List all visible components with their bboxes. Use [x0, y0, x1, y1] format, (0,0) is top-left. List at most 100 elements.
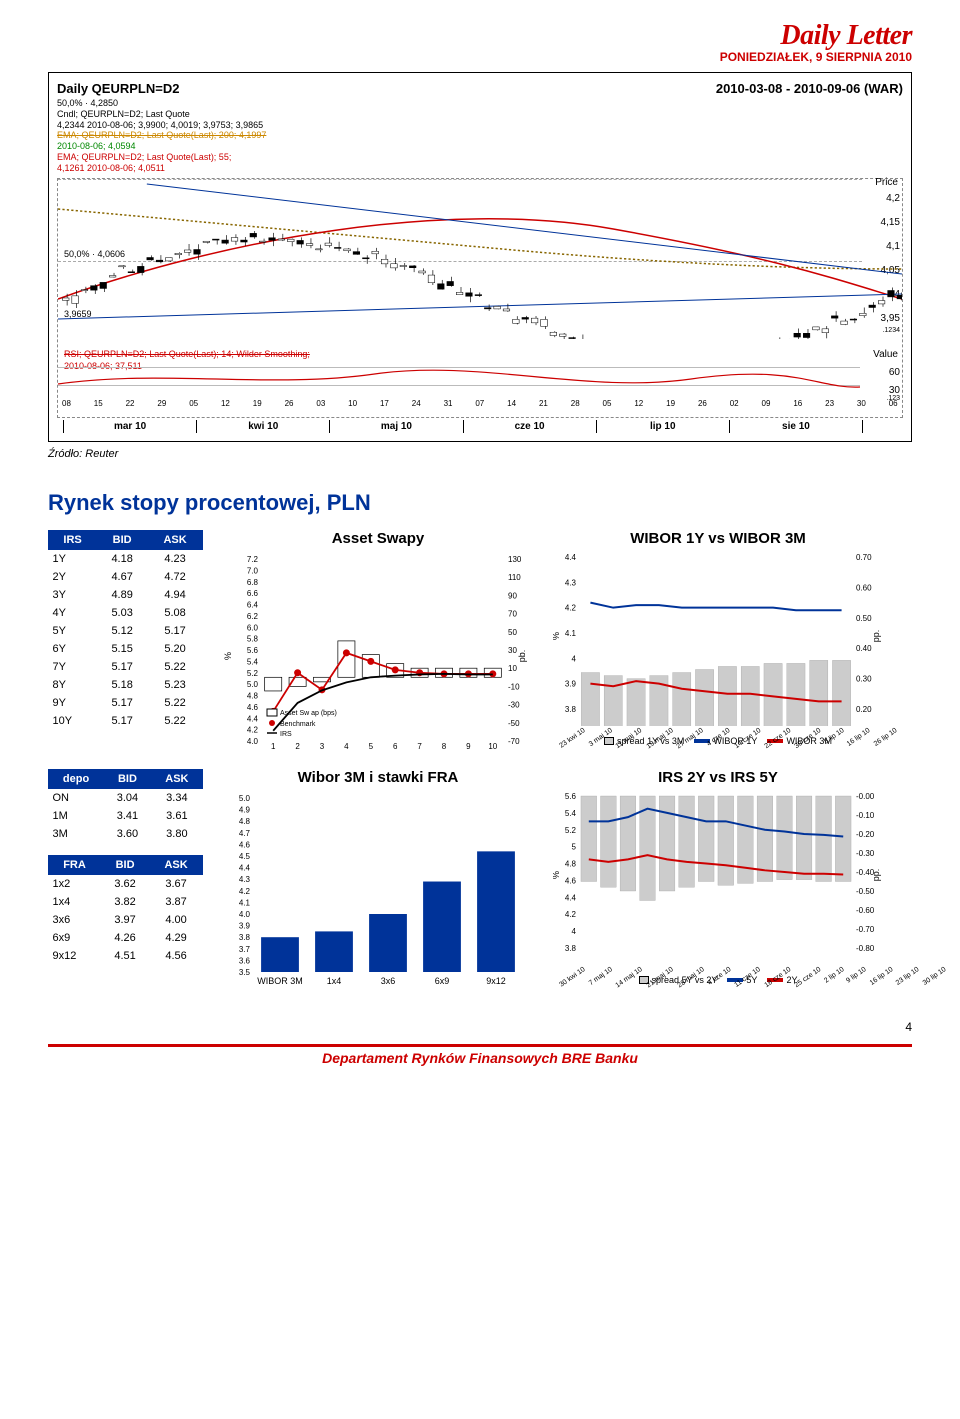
svg-text:6.2: 6.2: [247, 611, 259, 620]
svg-text:-0.20: -0.20: [856, 830, 875, 839]
svg-text:-10: -10: [508, 682, 520, 691]
svg-text:4.8: 4.8: [565, 859, 577, 868]
main-price-chart: Daily QEURPLN=D2 2010-03-08 - 2010-09-06…: [48, 72, 912, 442]
svg-text:6.0: 6.0: [247, 623, 259, 632]
svg-text:IRS: IRS: [280, 731, 292, 738]
svg-text:-0.10: -0.10: [856, 811, 875, 820]
svg-text:110: 110: [508, 573, 521, 582]
svg-text:4: 4: [344, 742, 349, 751]
svg-text:3: 3: [320, 742, 325, 751]
svg-text:4.2: 4.2: [565, 910, 577, 919]
mainchart-title-left: Daily QEURPLN=D2: [57, 81, 179, 96]
wibor-1y-3m-chart: WIBOR 1Y vs WIBOR 3M 3.83.944.14.24.34.4…: [553, 530, 883, 746]
svg-text:7.0: 7.0: [247, 566, 259, 575]
svg-text:-30: -30: [508, 700, 520, 709]
tables-stack: depoBIDASK ON3.043.341M3.413.613M3.603.8…: [48, 769, 203, 965]
svg-text:5.0: 5.0: [239, 794, 251, 803]
wibor-fra-chart: Wibor 3M i stawki FRA 3.53.63.73.83.94.0…: [223, 769, 533, 990]
svg-text:4.9: 4.9: [239, 805, 251, 814]
svg-text:pp.: pp.: [871, 868, 881, 881]
svg-text:7.2: 7.2: [247, 555, 259, 564]
svg-text:-0.60: -0.60: [856, 906, 875, 915]
svg-text:-0.00: -0.00: [856, 792, 875, 801]
svg-text:8: 8: [442, 742, 447, 751]
svg-text:5.4: 5.4: [565, 808, 577, 817]
svg-text:3x6: 3x6: [381, 976, 396, 986]
svg-text:1x4: 1x4: [327, 976, 342, 986]
svg-text:4.0: 4.0: [239, 910, 251, 919]
svg-text:4.6: 4.6: [239, 840, 251, 849]
svg-text:3.7: 3.7: [239, 944, 251, 953]
svg-text:4.5: 4.5: [239, 852, 251, 861]
svg-text:4.1: 4.1: [565, 629, 577, 638]
page-number: 4: [48, 1020, 912, 1034]
svg-text:5.2: 5.2: [565, 825, 577, 834]
svg-text:5.4: 5.4: [247, 657, 259, 666]
depo-table: depoBIDASK ON3.043.341M3.413.613M3.603.8…: [48, 769, 203, 843]
svg-text:130: 130: [508, 555, 522, 564]
svg-text:%: %: [553, 632, 561, 640]
svg-text:4.7: 4.7: [239, 828, 251, 837]
svg-text:4: 4: [572, 927, 577, 936]
irs-table: IRSBIDASK 1Y4.184.232Y4.674.723Y4.894.94…: [48, 530, 203, 730]
footer-text: Departament Rynków Finansowych BRE Banku: [48, 1050, 912, 1066]
svg-text:6.6: 6.6: [247, 589, 259, 598]
svg-text:3.8: 3.8: [239, 933, 251, 942]
svg-text:3.5: 3.5: [239, 968, 251, 977]
svg-text:%: %: [553, 871, 561, 879]
svg-text:5: 5: [369, 742, 374, 751]
page-header: Daily Letter PONIEDZIAŁEK, 9 SIERPNIA 20…: [48, 20, 912, 64]
svg-text:70: 70: [508, 609, 517, 618]
svg-text:Benchmark: Benchmark: [280, 721, 316, 728]
svg-text:4.4: 4.4: [247, 714, 259, 723]
svg-text:4.4: 4.4: [565, 553, 577, 562]
svg-text:4.2: 4.2: [565, 603, 577, 612]
svg-text:-70: -70: [508, 737, 520, 746]
mainchart-title-right: 2010-03-08 - 2010-09-06 (WAR): [716, 81, 903, 96]
header-title: Daily Letter: [48, 20, 912, 52]
svg-text:10: 10: [488, 742, 497, 751]
section-title: Rynek stopy procentowej, PLN: [48, 490, 912, 516]
svg-text:5: 5: [572, 842, 577, 851]
mainchart-plot-area: Price 4,2 4,15 4,1 4,05 4 3,95 .1234 50,…: [57, 178, 903, 418]
svg-text:%: %: [223, 652, 233, 660]
svg-text:WIBOR 3M: WIBOR 3M: [257, 976, 303, 986]
asset-swap-chart: Asset Swapy 4.04.24.44.64.85.05.25.45.65…: [223, 530, 533, 751]
svg-text:0.50: 0.50: [856, 613, 872, 622]
svg-text:4.3: 4.3: [565, 578, 577, 587]
svg-text:6.8: 6.8: [247, 577, 259, 586]
svg-text:4.6: 4.6: [247, 702, 259, 711]
svg-text:4.2: 4.2: [247, 725, 259, 734]
svg-text:2: 2: [295, 742, 300, 751]
wibor-fra-svg: 3.53.63.73.83.94.04.14.24.34.44.54.64.74…: [223, 790, 533, 990]
candlestick-svg: [58, 179, 902, 339]
irs-2y-5y-chart: IRS 2Y vs IRS 5Y 3.844.24.44.64.855.25.4…: [553, 769, 883, 985]
row-2: depoBIDASK ON3.043.341M3.413.613M3.603.8…: [48, 769, 912, 990]
svg-text:Asset Sw ap (bps): Asset Sw ap (bps): [280, 710, 337, 717]
svg-text:5.2: 5.2: [247, 668, 259, 677]
page-footer: 4 Departament Rynków Finansowych BRE Ban…: [48, 1020, 912, 1066]
svg-text:0.40: 0.40: [856, 644, 872, 653]
svg-text:4.8: 4.8: [247, 691, 259, 700]
svg-text:-50: -50: [508, 718, 520, 727]
svg-text:5.0: 5.0: [247, 680, 259, 689]
svg-text:0.60: 0.60: [856, 583, 872, 592]
svg-text:5.8: 5.8: [247, 634, 259, 643]
svg-text:1: 1: [271, 742, 276, 751]
irs2v5-svg: 3.844.24.44.64.855.25.45.6 -0.80-0.70-0.…: [553, 790, 883, 965]
svg-text:4.3: 4.3: [239, 875, 251, 884]
svg-text:90: 90: [508, 591, 517, 600]
svg-text:4.1: 4.1: [239, 898, 251, 907]
svg-text:4: 4: [572, 654, 577, 663]
svg-text:4.4: 4.4: [565, 893, 577, 902]
svg-text:10: 10: [508, 664, 517, 673]
svg-text:9: 9: [466, 742, 471, 751]
row-1: IRSBIDASK 1Y4.184.232Y4.674.723Y4.894.94…: [48, 530, 912, 751]
svg-text:-0.30: -0.30: [856, 849, 875, 858]
svg-text:4.8: 4.8: [239, 817, 251, 826]
svg-text:pp.: pp.: [871, 629, 881, 642]
svg-text:4.2: 4.2: [239, 886, 251, 895]
svg-text:0.70: 0.70: [856, 553, 872, 562]
svg-text:0.30: 0.30: [856, 674, 872, 683]
mainchart-series-text: 50,0% · 4,2850 Cndl; QEURPLN=D2; Last Qu…: [57, 98, 903, 174]
